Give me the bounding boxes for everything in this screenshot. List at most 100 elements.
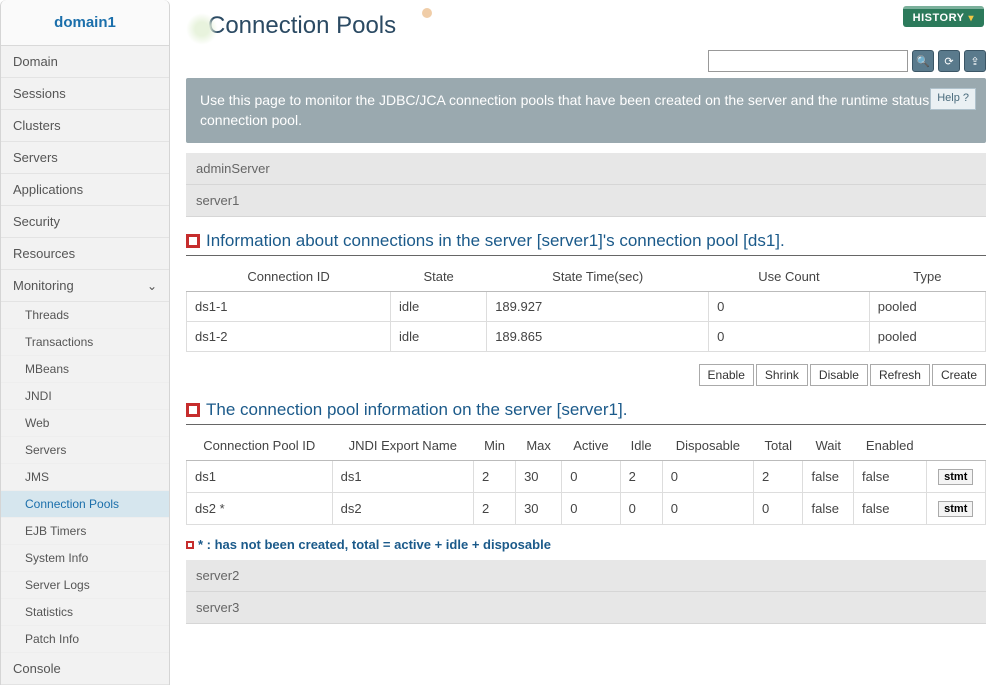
section1-title: Information about connections in the ser… [206, 231, 785, 251]
column-header [926, 431, 985, 461]
section-marker-icon [186, 403, 200, 417]
table-cell: 2 [754, 460, 803, 492]
sidebar-subitem-mbeans[interactable]: MBeans [1, 356, 169, 383]
sidebar-subitem-jndi[interactable]: JNDI [1, 383, 169, 410]
table-cell: 0 [709, 321, 870, 351]
sidebar-subitem-patch-info[interactable]: Patch Info [1, 626, 169, 653]
server-row[interactable]: adminServer [186, 153, 986, 185]
column-header: Use Count [709, 262, 870, 292]
table-cell: 0 [662, 460, 753, 492]
table-cell: stmt [926, 460, 985, 492]
sidebar-subitem-servers[interactable]: Servers [1, 437, 169, 464]
domain-header[interactable]: domain1 [1, 0, 169, 46]
stmt-button[interactable]: stmt [938, 501, 973, 517]
sidebar-item-monitoring[interactable]: Monitoring ⌄ [1, 270, 169, 302]
table-row: ds2 *ds22300000falsefalsestmt [187, 492, 986, 524]
sidebar-item-servers[interactable]: Servers [1, 142, 169, 174]
sidebar-item-console[interactable]: Console [1, 653, 169, 685]
column-header: Type [869, 262, 985, 292]
table-cell: 30 [516, 492, 562, 524]
sidebar-subitem-threads[interactable]: Threads [1, 302, 169, 329]
search-input[interactable] [708, 50, 908, 72]
search-icon[interactable]: 🔍 [912, 50, 934, 72]
table-cell: false [803, 460, 854, 492]
monitoring-label: Monitoring [13, 278, 74, 293]
sidebar-subitem-transactions[interactable]: Transactions [1, 329, 169, 356]
sidebar-subitem-connection-pools[interactable]: Connection Pools [1, 491, 169, 518]
help-button[interactable]: Help ? [930, 88, 976, 110]
column-header: Min [474, 431, 516, 461]
table-cell: 0 [562, 460, 620, 492]
table-cell: pooled [869, 291, 985, 321]
sidebar-item-security[interactable]: Security [1, 206, 169, 238]
table-cell: ds1 [187, 460, 333, 492]
action-bar: EnableShrinkDisableRefreshCreate [186, 364, 986, 386]
table-cell: ds2 [332, 492, 473, 524]
sidebar-subitem-jms[interactable]: JMS [1, 464, 169, 491]
refresh-button[interactable]: Refresh [870, 364, 930, 386]
stmt-button[interactable]: stmt [938, 469, 973, 485]
disable-button[interactable]: Disable [810, 364, 868, 386]
sidebar-item-applications[interactable]: Applications [1, 174, 169, 206]
section-marker-icon [186, 234, 200, 248]
table-cell: 0 [754, 492, 803, 524]
server-row[interactable]: server2 [186, 560, 986, 592]
sidebar-subitem-statistics[interactable]: Statistics [1, 599, 169, 626]
toolbar: 🔍 ⟳ ⇪ [186, 50, 986, 72]
create-button[interactable]: Create [932, 364, 986, 386]
column-header: JNDI Export Name [332, 431, 473, 461]
table-cell: stmt [926, 492, 985, 524]
table-row: ds1-2idle189.8650pooled [187, 321, 986, 351]
column-header: Total [754, 431, 803, 461]
footnote: * : has not been created, total = active… [186, 537, 986, 552]
title-decoration-dot [422, 8, 432, 18]
sidebar-subitem-server-logs[interactable]: Server Logs [1, 572, 169, 599]
refresh-icon[interactable]: ⟳ [938, 50, 960, 72]
column-header: State Time(sec) [487, 262, 709, 292]
page-title: Connection Pools [208, 12, 396, 40]
column-header: Wait [803, 431, 854, 461]
shrink-button[interactable]: Shrink [756, 364, 808, 386]
table-cell: 0 [562, 492, 620, 524]
table-cell: ds1-2 [187, 321, 391, 351]
connections-table: Connection IDStateState Time(sec)Use Cou… [186, 262, 986, 352]
title-decoration-icon [186, 13, 218, 45]
enable-button[interactable]: Enable [699, 364, 754, 386]
column-header: Connection Pool ID [187, 431, 333, 461]
export-icon[interactable]: ⇪ [964, 50, 986, 72]
pools-table: Connection Pool IDJNDI Export NameMinMax… [186, 431, 986, 525]
sidebar-subitem-ejb-timers[interactable]: EJB Timers [1, 518, 169, 545]
sidebar-item-clusters[interactable]: Clusters [1, 110, 169, 142]
info-banner: Use this page to monitor the JDBC/JCA co… [186, 78, 986, 143]
column-header: Disposable [662, 431, 753, 461]
server-row[interactable]: server3 [186, 592, 986, 624]
sidebar-item-resources[interactable]: Resources [1, 238, 169, 270]
section2-title: The connection pool information on the s… [206, 400, 627, 420]
sidebar-item-domain[interactable]: Domain [1, 46, 169, 78]
column-header: Max [516, 431, 562, 461]
chevron-down-icon: ⌄ [147, 279, 157, 293]
sidebar-item-sessions[interactable]: Sessions [1, 78, 169, 110]
column-header: Enabled [854, 431, 926, 461]
sidebar-subitem-web[interactable]: Web [1, 410, 169, 437]
table-row: ds1-1idle189.9270pooled [187, 291, 986, 321]
sidebar-subitem-system-info[interactable]: System Info [1, 545, 169, 572]
table-cell: 2 [474, 460, 516, 492]
table-cell: ds1-1 [187, 291, 391, 321]
table-row: ds1ds12300202falsefalsestmt [187, 460, 986, 492]
table-cell: false [854, 492, 926, 524]
column-header: Connection ID [187, 262, 391, 292]
table-cell: 2 [474, 492, 516, 524]
table-cell: 0 [709, 291, 870, 321]
table-cell: pooled [869, 321, 985, 351]
column-header: Idle [620, 431, 662, 461]
table-cell: 0 [620, 492, 662, 524]
table-cell: ds1 [332, 460, 473, 492]
server-row[interactable]: server1 [186, 185, 986, 217]
table-cell: 2 [620, 460, 662, 492]
table-cell: 189.927 [487, 291, 709, 321]
sidebar: domain1 DomainSessionsClustersServersApp… [0, 0, 170, 685]
column-header: Active [562, 431, 620, 461]
table-cell: 189.865 [487, 321, 709, 351]
column-header: State [391, 262, 487, 292]
